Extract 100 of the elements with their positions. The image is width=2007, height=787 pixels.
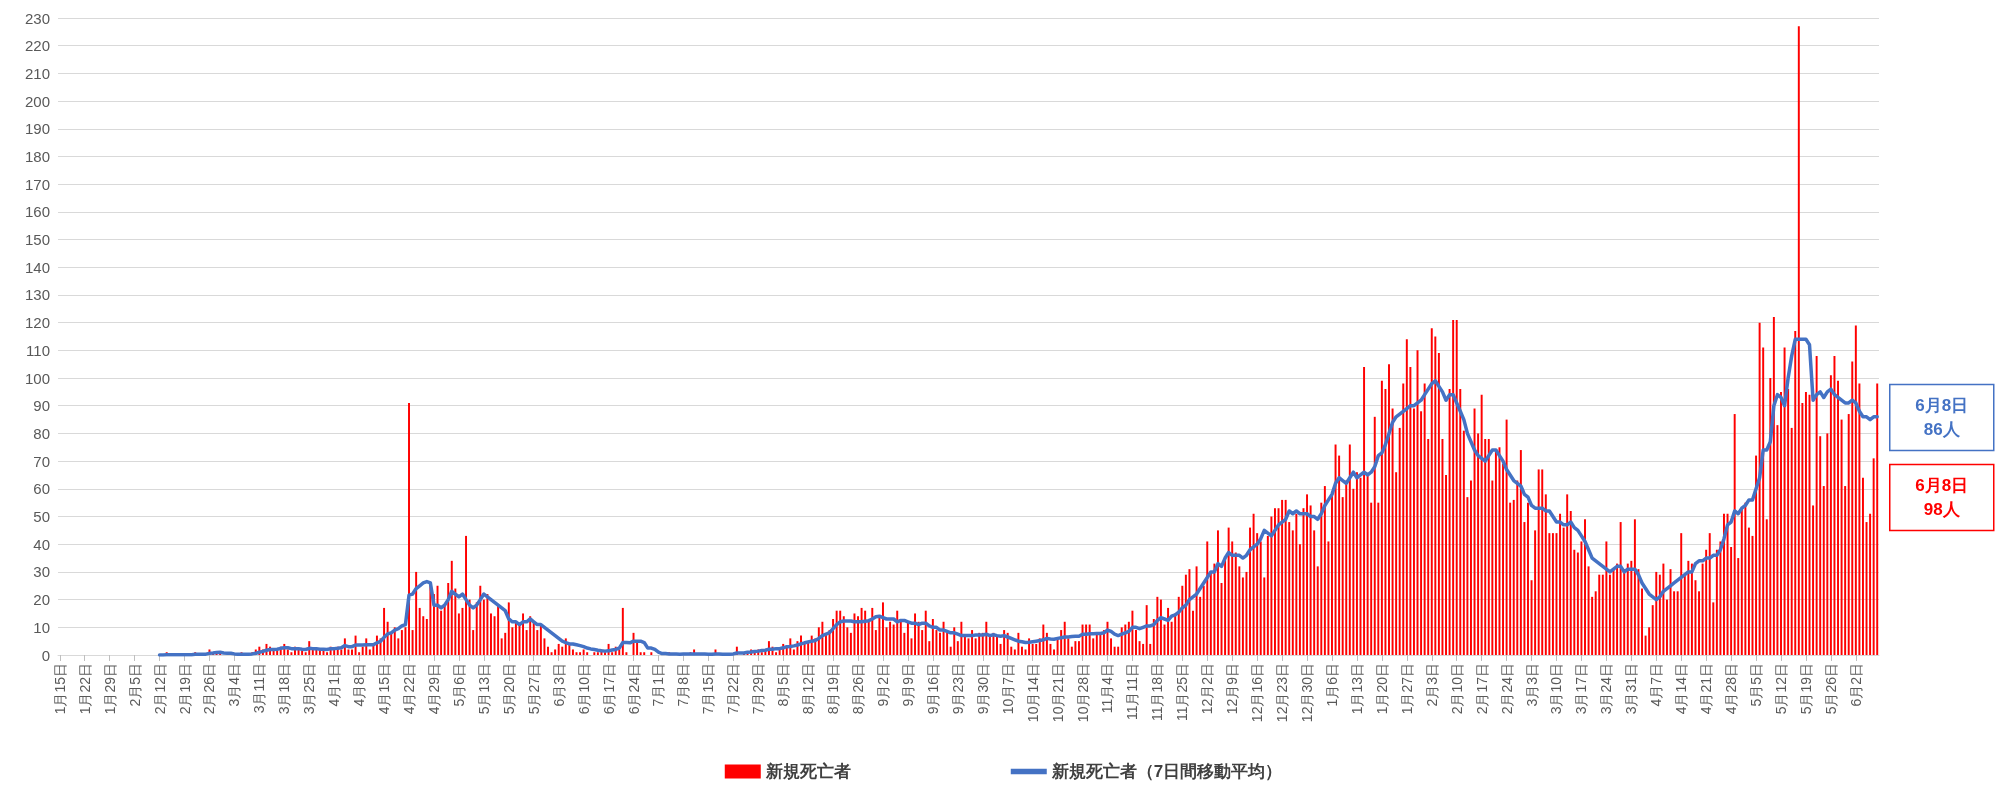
x-tick-label: 3月4日 (226, 663, 243, 707)
x-tick-label: 4月1日 (326, 663, 343, 707)
x-tick-label: 4月22日 (401, 663, 418, 715)
x-tick-label: 2月3日 (1423, 663, 1440, 707)
x-tick-label: 6月24日 (625, 663, 642, 715)
x-tick-label: 8月26日 (850, 663, 867, 715)
x-tick-label: 5月27日 (525, 663, 542, 715)
x-tick-label: 3月3日 (1523, 663, 1540, 707)
x-tick-label: 8月12日 (800, 663, 817, 715)
x-tick-label: 5月12日 (1773, 663, 1789, 715)
x-tick-label: 7月22日 (725, 663, 742, 715)
y-tick-label: 230 (24, 9, 50, 27)
y-tick-label: 80 (33, 424, 50, 442)
x-tick-label: 11月11日 (1124, 663, 1141, 721)
x-tick-label: 12月9日 (1224, 663, 1241, 715)
x-tick-label: 10月14日 (1024, 663, 1041, 723)
x-tick-label: 4月28日 (1723, 663, 1740, 715)
y-tick-label: 110 (26, 341, 50, 359)
x-tick-label: 7月15日 (700, 663, 717, 715)
x-tick-label: 1月22日 (76, 663, 93, 715)
x-tick-label: 6月2日 (1847, 663, 1864, 707)
x-tick-label: 11月18日 (1149, 663, 1166, 722)
x-tick-label: 11月4日 (1099, 663, 1116, 714)
y-tick-label: 60 (33, 480, 50, 498)
y-tick-label: 210 (24, 64, 50, 82)
x-tick-label: 3月10日 (1548, 663, 1565, 715)
x-tick-label: 9月2日 (874, 663, 891, 707)
x-tick-label: 12月30日 (1299, 663, 1316, 723)
x-tick-label: 5月6日 (450, 663, 467, 707)
x-tick-label: 9月16日 (924, 663, 941, 715)
x-tick-label: 5月19日 (1797, 663, 1814, 715)
text: 6月8日 98人 (1915, 476, 1969, 520)
x-tick-label: 1月6日 (1323, 663, 1340, 707)
x-tick-label: 2月26日 (201, 663, 218, 715)
x-tick-label: 3月18日 (276, 663, 293, 715)
y-tick-label: 220 (24, 37, 50, 55)
x-tick-label: 2月17日 (1473, 663, 1490, 715)
y-tick-label: 50 (33, 508, 50, 526)
x-tick-label: 7月1日 (650, 663, 667, 707)
y-tick-label: 140 (24, 258, 50, 276)
x-tick-label: 1月13日 (1348, 663, 1365, 715)
x-tick-label: 3月31日 (1623, 663, 1640, 715)
x-tick-label: 11月25日 (1174, 663, 1191, 722)
x-tick-label: 1月27日 (1398, 663, 1415, 715)
x-tick-label: 1月29日 (101, 663, 118, 715)
x-tick-label: 6月10日 (575, 663, 592, 715)
x-tick-label: 4月14日 (1673, 663, 1690, 715)
x-tick-label: 1月15日 (51, 663, 68, 715)
y-tick-label: 70 (33, 452, 50, 470)
x-tick-label: 10月28日 (1074, 663, 1091, 723)
x-tick-label: 2月10日 (1448, 663, 1465, 715)
x-tick-label: 1月20日 (1373, 663, 1390, 715)
legend-label: 新規死亡者 (764, 762, 851, 781)
x-tick-label: 9月30日 (974, 663, 991, 715)
y-tick-label: 100 (24, 369, 50, 387)
x-tick-label: 12月16日 (1249, 663, 1266, 723)
y-tick-label: 90 (33, 397, 50, 415)
x-tick-label: 12月2日 (1199, 663, 1216, 715)
x-tick-label: 2月19日 (176, 663, 193, 715)
x-tick-label: 4月29日 (425, 663, 442, 715)
x-tick-label: 4月21日 (1698, 663, 1715, 715)
x-tick-label: 3月24日 (1598, 663, 1615, 715)
x-tick-label: 5月20日 (500, 663, 517, 715)
x-tick-label: 4月8日 (351, 663, 368, 707)
x-tick-label: 7月8日 (675, 663, 692, 707)
x-tick-label: 5月5日 (1748, 663, 1765, 707)
y-tick-label: 190 (24, 120, 50, 138)
text: 6月8日 86人 (1915, 396, 1969, 440)
x-tick-label: 8月19日 (825, 663, 842, 715)
x-tick-label: 4月15日 (376, 663, 393, 715)
x-tick-label: 6月17日 (600, 663, 617, 715)
y-tick-label: 10 (33, 618, 50, 636)
x-tick-label: 12月23日 (1274, 663, 1291, 723)
x-tick-label: 9月23日 (949, 663, 966, 715)
x-tick-label: 7月29日 (750, 663, 767, 715)
y-tick-label: 120 (24, 314, 50, 332)
x-tick-label: 5月13日 (475, 663, 492, 715)
y-tick-label: 20 (33, 591, 50, 609)
y-tick-label: 0 (41, 646, 50, 664)
x-tick-label: 10月7日 (999, 663, 1016, 715)
x-tick-label: 10月21日 (1049, 663, 1066, 723)
y-tick-label: 180 (24, 147, 50, 165)
y-tick-label: 160 (24, 203, 50, 221)
x-tick-label: 2月5日 (126, 663, 143, 707)
x-tick-label: 2月24日 (1498, 663, 1515, 715)
legend-label: 新規死亡者（7日間移動平均） (1050, 762, 1283, 781)
y-tick-label: 130 (24, 286, 50, 304)
x-tick-label: 8月5日 (775, 663, 792, 707)
x-tick-label: 9月9日 (899, 663, 916, 707)
y-tick-label: 40 (33, 535, 50, 553)
x-tick-label: 2月12日 (151, 663, 168, 715)
x-tick-label: 5月26日 (1822, 663, 1839, 715)
x-tick-label: 3月17日 (1573, 663, 1590, 715)
y-tick-label: 30 (33, 563, 50, 581)
y-tick-label: 170 (24, 175, 50, 193)
y-tick-label: 150 (24, 231, 50, 249)
x-tick-label: 3月11日 (251, 663, 268, 714)
x-tick-label: 4月7日 (1648, 663, 1665, 707)
y-tick-label: 200 (24, 92, 50, 110)
x-tick-label: 6月3日 (550, 663, 567, 707)
